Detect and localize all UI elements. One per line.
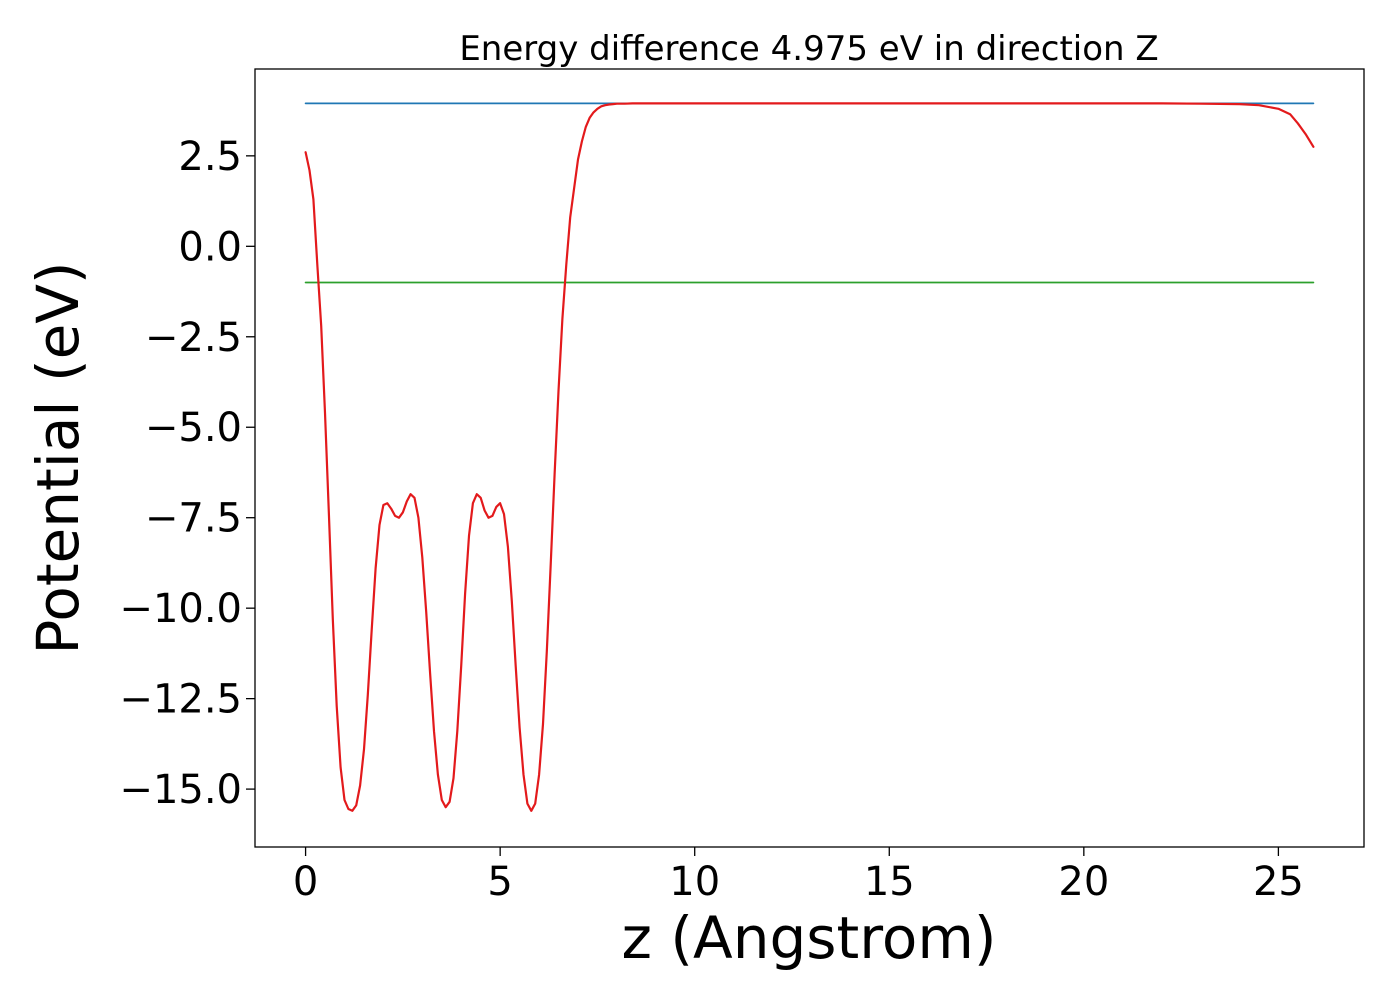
- y-axis-ticks: 2.5 0.0 −2.5 −5.0 −7.5 −10.0 −12.5 −15.0: [119, 134, 255, 813]
- x-axis-ticks: 0 5 10 15 20 25: [293, 847, 1304, 905]
- y-tick-label: −12.5: [119, 677, 242, 723]
- y-tick-label: −15.0: [119, 767, 242, 813]
- chart-title: Energy difference 4.975 eV in direction …: [459, 29, 1158, 69]
- x-tick-label: 15: [864, 859, 915, 905]
- x-tick-label: 10: [669, 859, 720, 905]
- series-layer: [304, 102, 1315, 812]
- x-tick-label: 0: [293, 859, 318, 905]
- plot-frame: [254, 68, 1365, 848]
- y-tick-label: 0.0: [178, 224, 242, 270]
- x-tick-label: 5: [487, 859, 512, 905]
- y-tick-label: −2.5: [145, 315, 242, 361]
- y-tick-label: −7.5: [145, 496, 242, 542]
- x-tick-label: 20: [1058, 859, 1109, 905]
- y-tick-label: 2.5: [178, 134, 242, 180]
- x-axis-label: z (Angstrom): [622, 904, 997, 972]
- y-axis-label: Potential (eV): [24, 261, 92, 654]
- series-line-3: [304, 102, 1315, 812]
- x-tick-label: 25: [1253, 859, 1304, 905]
- y-tick-label: −10.0: [119, 586, 242, 632]
- y-tick-label: −5.0: [145, 405, 242, 451]
